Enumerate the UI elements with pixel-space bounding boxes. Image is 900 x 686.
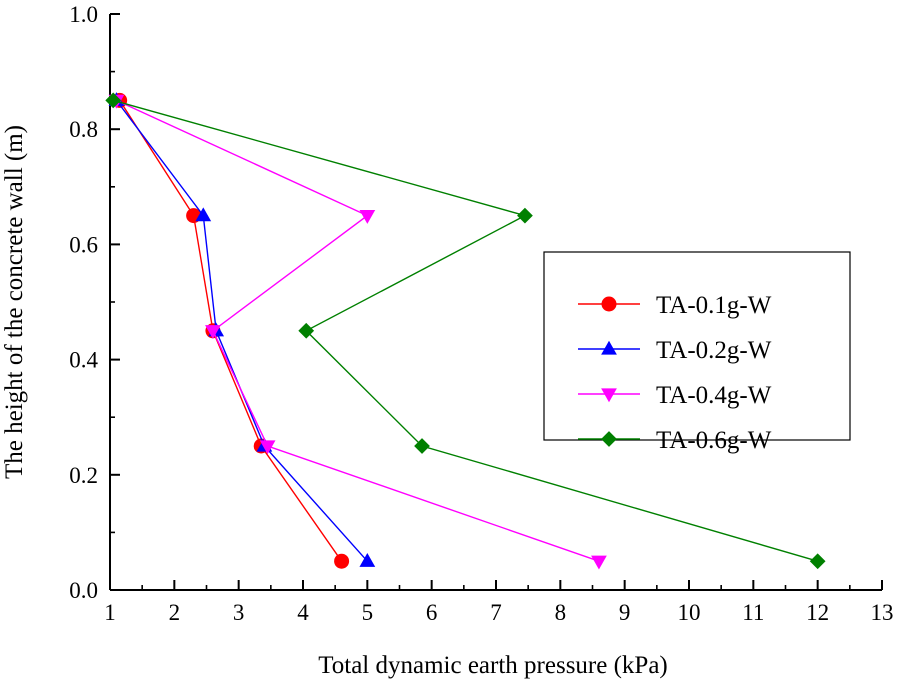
legend-marker — [601, 431, 617, 447]
data-point — [105, 92, 122, 109]
y-tick-label: 0.6 — [69, 232, 98, 257]
x-tick-label: 7 — [490, 600, 502, 625]
x-tick-label: 13 — [871, 600, 894, 625]
data-point — [195, 207, 212, 222]
data-point — [591, 555, 607, 570]
y-axis-label: The height of the concrete wall (m) — [1, 125, 28, 479]
x-tick-label: 9 — [619, 600, 631, 625]
axes: 1 2 3 4 5 6 7 8 9 10 11 12 13 0.00.20.40.60.81.0 — [69, 2, 893, 625]
legend-marker — [601, 296, 617, 312]
data-point — [359, 209, 376, 224]
data-point — [517, 207, 533, 224]
legend-label: TA-0.6g-W — [656, 427, 772, 454]
x-tick-label: 11 — [742, 600, 764, 625]
legend-marker — [601, 340, 617, 355]
x-tick-label: 8 — [555, 600, 567, 625]
x-tick-label: 1 — [104, 600, 116, 625]
x-tick-label: 2 — [169, 600, 181, 625]
legend: TA-0.1g-W TA-0.2g-W TA-0.4g-W TA-0.6g-W — [543, 251, 851, 454]
legend-item: TA-0.1g-W — [578, 292, 772, 319]
y-tick-label: 1.0 — [69, 2, 98, 27]
y-tick-label: 0.0 — [69, 578, 98, 603]
data-point — [259, 440, 276, 455]
series-TA-0.2g-W — [108, 92, 376, 567]
x-axis-label: Total dynamic earth pressure (kPa) — [318, 652, 668, 679]
series-line — [115, 99, 368, 562]
legend-marker — [601, 388, 617, 403]
data-point — [334, 553, 350, 569]
data-point — [298, 322, 315, 339]
series-layer — [105, 92, 826, 570]
y-tick-label: 0.8 — [69, 117, 98, 142]
x-tick-label: 6 — [426, 600, 438, 625]
legend-item: TA-0.2g-W — [578, 337, 772, 364]
legend-box — [543, 251, 851, 441]
legend-item: TA-0.4g-W — [578, 382, 772, 409]
y-tick-label: 0.4 — [69, 348, 98, 373]
x-tick-label: 5 — [362, 600, 374, 625]
x-ticks: 1 2 3 4 5 6 7 8 9 10 11 12 13 — [104, 580, 894, 625]
data-point — [809, 553, 826, 570]
legend-item: TA-0.6g-W — [578, 427, 772, 454]
series-TA-0.4g-W — [108, 94, 607, 570]
x-tick-label: 3 — [233, 600, 245, 625]
legend-label: TA-0.1g-W — [656, 292, 772, 319]
data-point — [359, 552, 376, 567]
y-ticks: 0.0 0.2 0.4 0.6 0.8 1.0 — [69, 2, 120, 603]
x-tick-label: 12 — [806, 600, 829, 625]
y-tick-label: 0.2 — [69, 463, 98, 488]
legend-label: TA-0.4g-W — [656, 382, 772, 409]
data-point — [414, 438, 430, 454]
data-point — [205, 325, 221, 340]
legend-label: TA-0.2g-W — [656, 337, 772, 364]
x-tick-label: 10 — [678, 600, 701, 625]
x-tick-label: 4 — [297, 600, 309, 625]
series-TA-0.6g-W — [105, 92, 826, 570]
